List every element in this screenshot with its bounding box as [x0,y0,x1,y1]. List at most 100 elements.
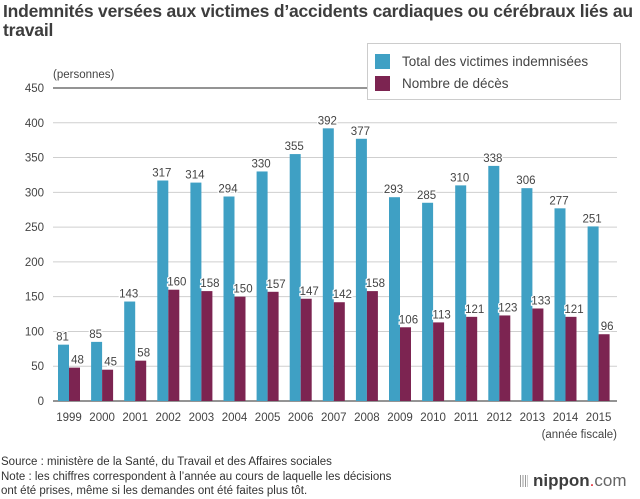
bar-total [256,171,268,401]
x-tick-label: 2008 [354,412,380,424]
bar-deaths [201,291,213,401]
bar-total [91,341,103,401]
data-label-deaths: 133 [531,295,550,307]
bar-total [422,202,434,401]
y-tick-label: 450 [25,83,44,95]
y-axis-label: (personnes) [53,69,115,81]
bar-deaths [598,334,610,401]
x-axis-label: (année fiscale) [542,429,618,441]
bar-deaths [267,291,279,401]
bar-deaths [433,322,445,401]
bar-total [58,344,69,401]
bar-deaths [234,296,246,401]
legend-swatch-total [375,53,390,69]
data-label-total: 285 [417,190,436,202]
x-tick-label: 1999 [56,412,82,424]
x-tick-label: 2002 [156,412,182,424]
data-label-total: 277 [549,195,568,207]
bar-deaths [565,316,577,401]
data-label-deaths: 121 [465,304,484,316]
y-tick-label: 0 [38,396,44,408]
data-label-deaths: 160 [167,277,186,289]
bar-total [190,182,202,401]
x-tick-label: 2006 [288,412,314,424]
y-tick-label: 250 [25,222,44,234]
bar-total [124,301,136,401]
note-text-line1: Note : les chiffres correspondent à l’an… [1,470,392,483]
x-tick-label: 2015 [586,412,612,424]
bar-deaths [366,291,378,401]
source-text: Source : ministère de la Santé, du Trava… [1,456,332,468]
brand-bars-icon [520,475,528,487]
legend-item-total: Total des victimes indemnisées [375,53,588,69]
bar-deaths [499,315,511,401]
data-label-deaths: 158 [200,278,219,290]
data-label-deaths: 147 [300,286,319,298]
brand-tld: com [594,471,627,490]
bar-deaths [135,360,147,401]
data-label-deaths: 106 [399,314,418,326]
bar-total [157,180,169,401]
data-label-deaths: 150 [233,284,252,296]
data-label-deaths: 96 [601,321,614,333]
bar-total [521,188,533,401]
data-label-deaths: 121 [564,304,583,316]
x-tick-label: 2004 [222,412,248,424]
x-tick-label: 2001 [122,412,148,424]
data-label-total: 310 [450,172,469,184]
data-label-deaths: 45 [104,357,117,369]
x-tick-label: 2010 [420,412,446,424]
data-label-total: 330 [252,158,271,170]
data-label-total: 81 [56,332,69,344]
data-label-deaths: 158 [366,278,385,290]
bar-deaths [102,369,114,401]
x-tick-label: 2012 [487,412,513,424]
data-label-total: 251 [583,213,602,225]
data-label-deaths: 58 [137,348,150,360]
x-tick-label: 2000 [89,412,115,424]
y-tick-label: 350 [25,153,44,165]
data-label-total: 392 [318,115,337,127]
x-tick-label: 2014 [553,412,579,424]
data-label-deaths: 142 [333,289,352,301]
x-tick-label: 2003 [189,412,215,424]
bar-total [488,165,500,401]
note-text-line2: ont été prises, même si les demandes ont… [1,485,308,497]
brand-logo: nippon. com [520,471,627,491]
data-label-total: 377 [351,126,370,138]
bar-deaths [300,298,312,401]
data-label-total: 317 [152,168,171,180]
y-tick-label: 400 [25,118,44,130]
data-label-deaths: 48 [71,355,84,367]
data-label-total: 143 [119,289,138,301]
bar-deaths [400,327,411,401]
legend-item-deaths: Nombre de décès [375,75,509,91]
bar-deaths [532,308,544,401]
bar-total [289,154,301,401]
legend-label-total: Total des victimes indemnisées [402,53,589,69]
bar-total [322,128,334,401]
bar-deaths [466,316,478,401]
y-tick-label: 300 [25,187,44,199]
x-tick-label: 2013 [520,412,546,424]
brand-dot: . [589,471,595,490]
bar-total [554,208,566,401]
legend: Total des victimes indemnisées Nombre de… [367,43,621,100]
data-label-total: 85 [89,329,102,341]
x-tick-label: 2005 [255,412,281,424]
legend-label-deaths: Nombre de décès [402,75,509,91]
data-label-deaths: 157 [267,279,286,291]
data-label-total: 293 [384,184,403,196]
legend-swatch-deaths [375,75,390,91]
data-label-total: 306 [516,175,535,187]
bar-total [587,226,599,401]
data-label-deaths: 113 [432,309,450,321]
bar-total [455,185,467,401]
bar-deaths [333,302,345,401]
data-label-total: 355 [285,141,304,153]
bar-deaths [69,367,80,401]
data-label-deaths: 123 [498,302,517,314]
brand-name: nippon [533,471,590,490]
chart-title: Indemnités versées aux victimes d’accide… [3,1,633,40]
